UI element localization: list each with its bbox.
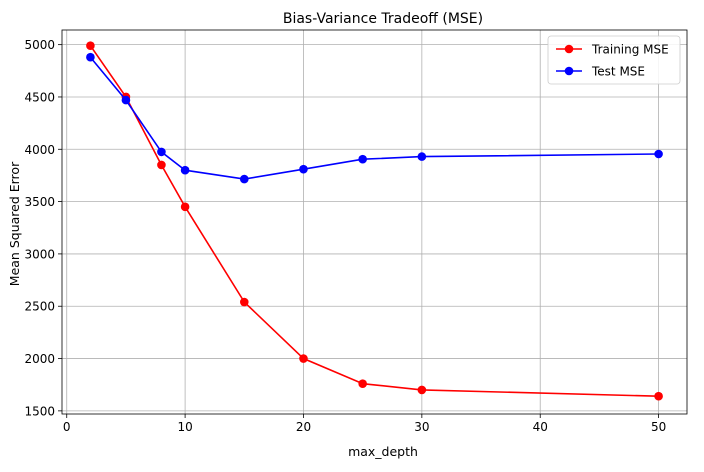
y-axis-label: Mean Squared Error bbox=[7, 161, 22, 286]
data-point bbox=[86, 52, 95, 62]
y-tick-label: 3000 bbox=[24, 247, 55, 261]
legend-marker bbox=[564, 44, 574, 54]
legend-box bbox=[547, 35, 681, 85]
data-point bbox=[86, 41, 95, 50]
data-point bbox=[180, 202, 190, 212]
x-tick-label: 40 bbox=[533, 420, 548, 434]
data-point bbox=[417, 152, 427, 161]
data-point bbox=[299, 164, 308, 174]
chart-title: Bias-Variance Tradeoff (MSE) bbox=[283, 11, 483, 27]
data-point bbox=[654, 149, 663, 159]
legend-item: Test MSE bbox=[556, 65, 645, 79]
legend-marker bbox=[564, 66, 574, 76]
data-point bbox=[157, 160, 166, 170]
y-tick-label: 1500 bbox=[24, 404, 55, 418]
series-test-mse bbox=[86, 52, 663, 184]
grid bbox=[62, 30, 687, 414]
legend-label: Test MSE bbox=[591, 65, 645, 79]
y-tick-label: 2000 bbox=[24, 352, 55, 366]
y-tick-label: 4500 bbox=[24, 90, 55, 104]
data-point bbox=[417, 385, 427, 395]
y-tick-label: 2500 bbox=[24, 300, 55, 314]
legend: Training MSE Test MSE bbox=[547, 35, 681, 85]
series-training-mse bbox=[86, 41, 663, 401]
x-tick-label: 30 bbox=[414, 420, 429, 434]
data-point bbox=[239, 297, 249, 307]
y-tick-label: 5000 bbox=[24, 38, 55, 52]
data-point bbox=[299, 354, 308, 363]
data-point bbox=[358, 379, 367, 388]
data-point bbox=[121, 95, 131, 105]
data-point bbox=[358, 154, 367, 164]
data-point bbox=[180, 165, 190, 175]
plot-frame bbox=[61, 29, 688, 415]
data-point bbox=[654, 391, 663, 401]
x-tick-label: 50 bbox=[651, 420, 666, 434]
series-layer bbox=[86, 41, 663, 401]
axes: 0 10 20 30 40 50 1500 2000 2500 3000 3500 4000 4500 5… bbox=[24, 38, 666, 434]
data-point bbox=[239, 174, 249, 184]
legend-label: Training MSE bbox=[591, 43, 669, 57]
x-tick-label: 0 bbox=[63, 420, 71, 434]
x-tick-label: 10 bbox=[177, 420, 192, 434]
x-axis-label: max_depth bbox=[348, 444, 418, 459]
y-tick-label: 3500 bbox=[24, 195, 55, 209]
y-tick-label: 4000 bbox=[24, 143, 55, 157]
legend-item: Training MSE bbox=[556, 43, 669, 57]
x-tick-label: 20 bbox=[296, 420, 311, 434]
data-point bbox=[157, 147, 166, 157]
